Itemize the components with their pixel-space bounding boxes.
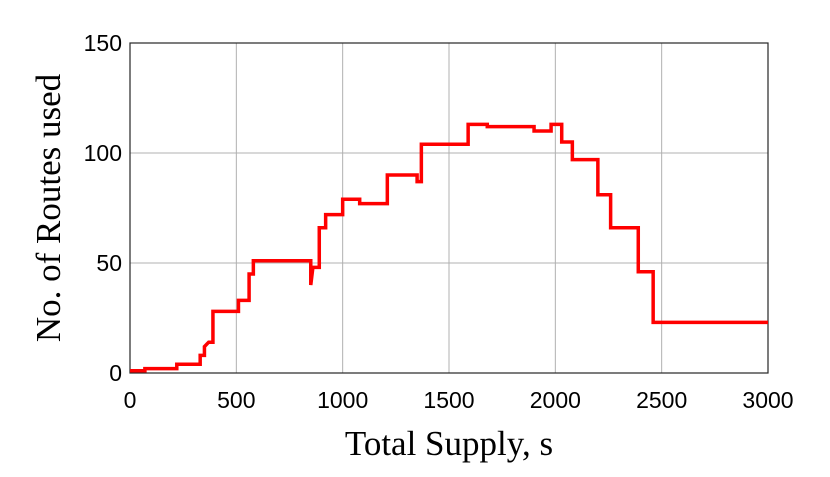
y-tick-label: 0 bbox=[109, 360, 122, 386]
x-tick-label: 500 bbox=[217, 387, 255, 413]
y-tick-label: 50 bbox=[96, 250, 122, 276]
x-tick-label: 2000 bbox=[530, 387, 581, 413]
x-axis-label: Total Supply, s bbox=[345, 424, 553, 463]
data-line bbox=[130, 122, 768, 373]
plot-frame bbox=[129, 42, 769, 374]
y-tick-label: 150 bbox=[84, 30, 122, 56]
y-axis-label: No. of Routes used bbox=[29, 73, 68, 342]
x-tick-label: 1000 bbox=[317, 387, 368, 413]
x-tick-label: 2500 bbox=[636, 387, 687, 413]
x-tick-label: 1500 bbox=[423, 387, 474, 413]
x-tick-label: 0 bbox=[124, 387, 137, 413]
x-tick-label: 3000 bbox=[742, 387, 793, 413]
y-tick-label: 100 bbox=[84, 140, 122, 166]
